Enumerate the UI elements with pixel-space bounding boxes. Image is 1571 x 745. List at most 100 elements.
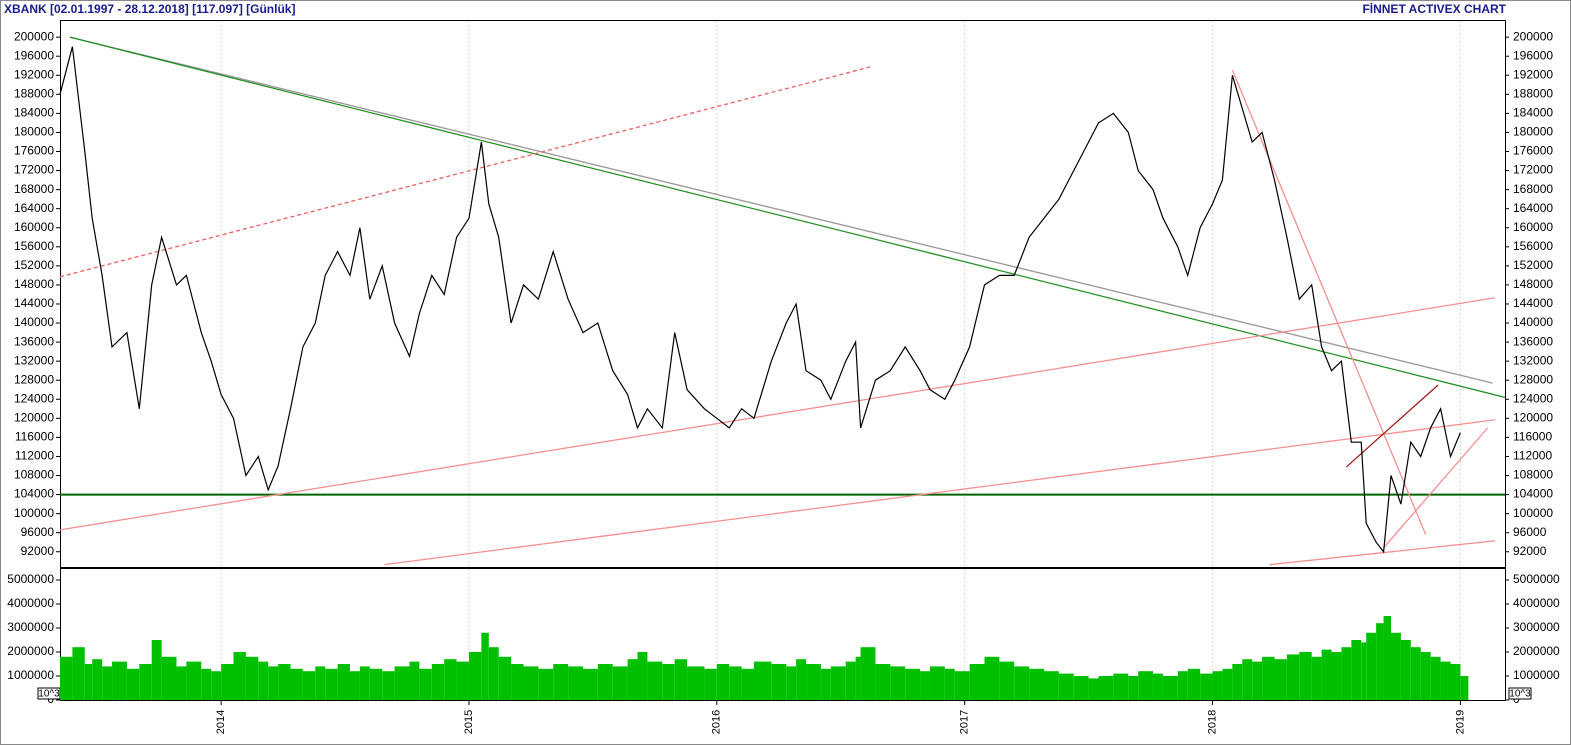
volume-bar: [1073, 676, 1089, 700]
volume-bar: [1232, 664, 1243, 700]
y-tick-label: 196000: [1513, 48, 1553, 62]
volume-bar: [523, 666, 539, 700]
volume-bar: [481, 632, 489, 700]
volume-bar: [382, 671, 395, 700]
volume-bar: [1366, 632, 1377, 700]
volume-bar: [258, 661, 269, 700]
y-tick-label: 196000: [14, 48, 54, 62]
volume-bar: [488, 647, 499, 700]
volume-bar: [1029, 668, 1044, 700]
volume-bar: [498, 656, 512, 700]
volume-bar: [627, 659, 638, 700]
volume-bar: [1420, 652, 1431, 700]
volume-bar: [553, 664, 569, 700]
trend-line: [59, 297, 1496, 531]
volume-bar: [511, 664, 524, 700]
volume-bar: [920, 671, 930, 700]
y-tick-label: 176000: [14, 144, 54, 158]
volume-bar: [233, 652, 246, 700]
y-tick-label: 2000000: [1513, 644, 1560, 658]
y-tick-label: 188000: [14, 87, 54, 101]
y-tick-label: 172000: [1513, 163, 1553, 177]
y-tick-label: 140000: [14, 315, 54, 329]
volume-bar: [84, 664, 93, 700]
y-tick-label: 100000: [1513, 506, 1553, 520]
trend-line: [1269, 540, 1496, 566]
volume-bar: [1113, 673, 1129, 700]
volume-bar: [1212, 671, 1223, 700]
volume-bar: [468, 652, 482, 700]
volume-bar: [201, 668, 212, 700]
volume-bar: [875, 664, 891, 700]
y-tick-label: 104000: [1513, 487, 1553, 501]
volume-bar: [1058, 673, 1074, 700]
y-tick-label: 128000: [1513, 372, 1553, 386]
unit-label: 10^3: [1509, 689, 1531, 700]
volume-bar: [1390, 632, 1401, 700]
y-tick-label: 5000000: [1513, 572, 1560, 586]
volume-bar: [1361, 642, 1367, 700]
volume-bar: [929, 666, 945, 700]
volume-bar: [612, 666, 628, 700]
volume-bar: [662, 664, 675, 700]
volume-bar: [1351, 640, 1362, 700]
brand: FİNNET ACTIVEX CHART: [1362, 1, 1506, 16]
volume-bar: [325, 668, 338, 700]
volume-bar: [716, 664, 730, 700]
volume-bar: [369, 668, 383, 700]
y-tick-label: 144000: [1513, 296, 1553, 310]
x-tick-label: 2015: [463, 710, 475, 734]
volume-bar: [1162, 676, 1178, 700]
y-tick-label: 164000: [14, 201, 54, 215]
volume-bar: [92, 659, 103, 700]
y-tick-label: 112000: [15, 449, 54, 463]
volume-bar: [704, 668, 717, 700]
y-tick-label: 168000: [1513, 182, 1553, 196]
volume-bar: [456, 661, 469, 700]
volume-bar: [806, 664, 821, 700]
volume-bar: [999, 661, 1015, 700]
volume-bar: [211, 671, 222, 700]
volume-bar: [1138, 671, 1154, 700]
volume-bar: [1177, 671, 1188, 700]
y-tick-label: 148000: [14, 277, 54, 291]
volume-bar: [112, 661, 127, 700]
y-tick-label: 132000: [1513, 353, 1553, 367]
volume-bar: [278, 664, 291, 700]
y-tick-label: 5000000: [7, 572, 54, 586]
volume-bar: [890, 666, 906, 700]
x-tick-label: 2017: [959, 710, 971, 734]
volume-bar: [1274, 659, 1287, 700]
y-tick-label: 160000: [14, 220, 54, 234]
volume-bar: [349, 671, 360, 700]
y-tick-label: 144000: [14, 296, 54, 310]
volume-bar: [1400, 640, 1411, 700]
y-tick-label: 172000: [14, 163, 54, 177]
y-tick-label: 104000: [14, 487, 54, 501]
y-tick-label: 3000000: [1513, 620, 1560, 634]
volume-bar: [1153, 673, 1163, 700]
y-tick-label: 180000: [1513, 125, 1553, 139]
volume-bar: [139, 664, 152, 700]
volume-bar: [1043, 671, 1059, 700]
volume-bar: [568, 666, 583, 700]
volume-bar: [1383, 616, 1391, 700]
volume-bar: [905, 668, 921, 700]
volume-bar: [315, 666, 326, 700]
y-tick-label: 184000: [14, 106, 54, 120]
volume-bar: [176, 666, 187, 700]
volume-bar: [771, 664, 787, 700]
y-tick-label: 4000000: [7, 596, 54, 610]
volume-panel: [60, 568, 1506, 701]
y-tick-label: 148000: [1513, 277, 1553, 291]
volume-bar: [394, 666, 410, 700]
y-tick-label: 124000: [1513, 391, 1553, 405]
y-tick-label: 152000: [1513, 258, 1553, 272]
y-tick-label: 188000: [1513, 87, 1553, 101]
volume-bar: [1430, 656, 1441, 700]
price-panel: [60, 20, 1506, 568]
y-tick-label: 96000: [1513, 525, 1547, 539]
volume-bar: [1410, 647, 1421, 700]
